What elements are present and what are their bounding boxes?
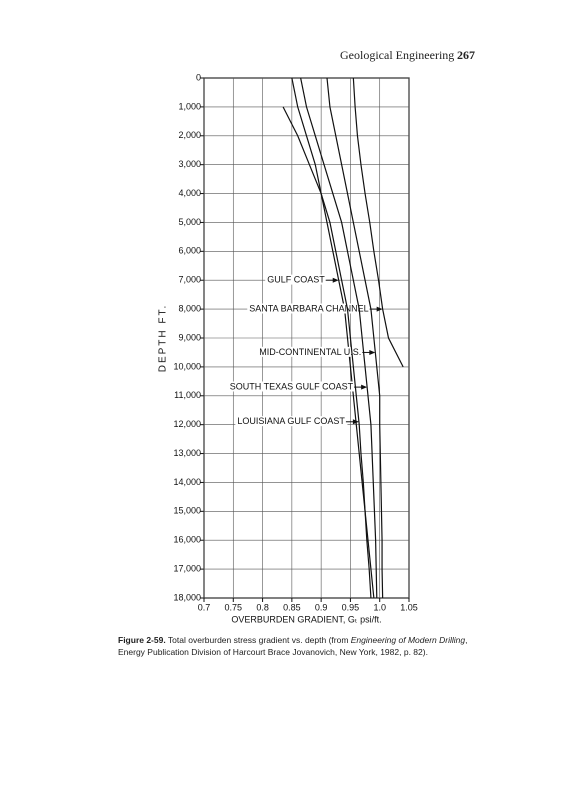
y-tick-label: 4,000 bbox=[178, 188, 201, 198]
y-tick-label: 18,000 bbox=[173, 592, 201, 602]
y-tick-label: 15,000 bbox=[173, 506, 201, 516]
y-tick-label: 7,000 bbox=[178, 275, 201, 285]
series-line bbox=[282, 106, 372, 599]
caption-text: , Energy Publication Division of Harcour… bbox=[118, 635, 468, 657]
y-tick-label: 8,000 bbox=[178, 303, 201, 313]
y-tick-label: 3,000 bbox=[178, 159, 201, 169]
label-arrowhead bbox=[352, 419, 359, 425]
y-tick-label: 6,000 bbox=[178, 246, 201, 256]
label-arrowhead bbox=[361, 384, 368, 390]
caption-source: Engineering of Modern Drilling bbox=[350, 635, 466, 645]
y-tick-label: 16,000 bbox=[173, 535, 201, 545]
label-background bbox=[265, 274, 328, 285]
x-tick-label: 0.8 bbox=[256, 602, 269, 612]
y-tick-label: 17,000 bbox=[173, 563, 201, 573]
y-tick-label: 1,000 bbox=[178, 101, 201, 111]
label-arrowhead bbox=[332, 277, 339, 283]
series-line bbox=[326, 77, 384, 599]
series-label: GULF COAST bbox=[267, 275, 325, 285]
caption-text: Total overburden stress gradient vs. dep… bbox=[165, 635, 351, 645]
running-title: Geological Engineering bbox=[340, 48, 455, 62]
label-arrowhead bbox=[376, 306, 383, 312]
series-label: LOUISIANA GULF COAST bbox=[237, 416, 345, 426]
label-arrowhead bbox=[369, 349, 376, 355]
x-tick-label: 0.7 bbox=[198, 602, 211, 612]
y-tick-label: 10,000 bbox=[173, 361, 201, 371]
label-background bbox=[235, 416, 348, 427]
y-tick-label: 13,000 bbox=[173, 448, 201, 458]
label-background bbox=[227, 381, 356, 392]
x-tick-label: 1.05 bbox=[400, 602, 418, 612]
x-tick-label: 0.75 bbox=[225, 602, 243, 612]
y-tick-label: 5,000 bbox=[178, 217, 201, 227]
page-number: 267 bbox=[457, 48, 475, 62]
series-line bbox=[352, 77, 404, 368]
label-background bbox=[247, 303, 371, 314]
x-tick-label: 0.9 bbox=[315, 602, 328, 612]
series-label: SOUTH TEXAS GULF COAST bbox=[230, 381, 354, 391]
y-tick-label: 11,000 bbox=[174, 390, 201, 400]
caption-label: Figure 2-59. bbox=[118, 635, 166, 645]
y-tick-label: 0 bbox=[196, 72, 201, 82]
y-tick-label: 9,000 bbox=[178, 332, 201, 342]
y-tick-label: 12,000 bbox=[173, 419, 201, 429]
x-tick-label: 1.0 bbox=[373, 602, 386, 612]
caption: Figure 2-59. Total overburden stress gra… bbox=[118, 634, 488, 658]
y-axis-label: DEPTH FT. bbox=[158, 304, 169, 373]
x-axis-label: OVERBURDEN GRADIENT, Gₜ psi/ft. bbox=[231, 614, 381, 624]
x-tick-label: 0.95 bbox=[342, 602, 360, 612]
y-tick-label: 2,000 bbox=[178, 130, 201, 140]
x-tick-label: 0.85 bbox=[283, 602, 301, 612]
label-background bbox=[257, 346, 364, 357]
series-label: SANTA BARBARA CHANNEL bbox=[249, 303, 368, 313]
series-label: MID-CONTINENTAL U.S. bbox=[259, 347, 361, 357]
y-tick-label: 14,000 bbox=[173, 477, 201, 487]
series-line bbox=[300, 77, 378, 599]
